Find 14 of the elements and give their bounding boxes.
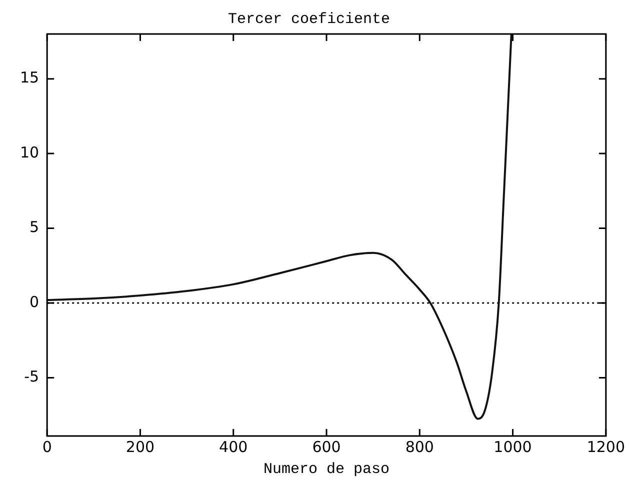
y-tick-label: 0 (30, 292, 40, 311)
chart-title: Tercer coeficiente (228, 10, 390, 28)
y-tick-label: -5 (24, 368, 40, 386)
x-tick-label: 400 (219, 438, 248, 456)
x-tick-label: 1200 (586, 438, 626, 456)
x-axis-title: Numero de paso (263, 460, 390, 478)
y-tick-label: 5 (30, 218, 40, 236)
y-tick-label: 10 (20, 143, 40, 162)
x-tick-label: 0 (42, 438, 52, 456)
x-tick-label: 1000 (494, 438, 532, 456)
x-tick-label: 200 (126, 438, 155, 456)
x-tick-label: 600 (312, 438, 341, 456)
x-tick-label: 800 (405, 438, 434, 456)
y-tick-label: 15 (20, 68, 40, 87)
